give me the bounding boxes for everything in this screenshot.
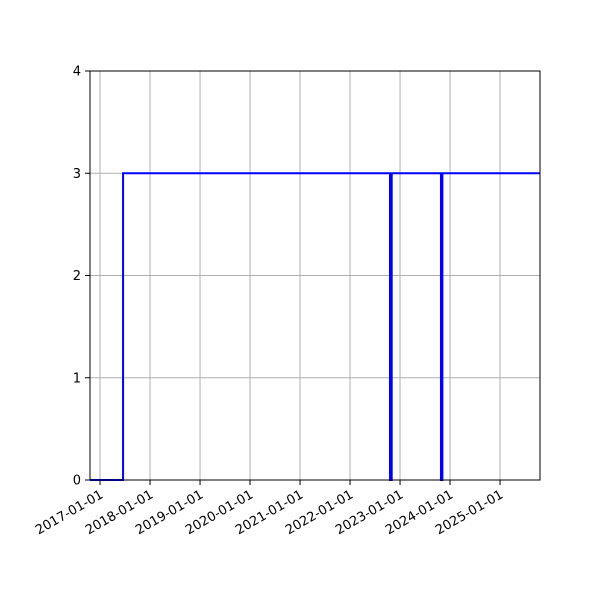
y-tick-label: 3 [73, 167, 81, 182]
y-tick-label: 4 [73, 65, 81, 80]
data-series-line [90, 172, 540, 481]
y-tick-label: 0 [73, 474, 81, 489]
y-tick-label: 2 [73, 269, 81, 284]
y-tick-label: 1 [73, 371, 81, 386]
